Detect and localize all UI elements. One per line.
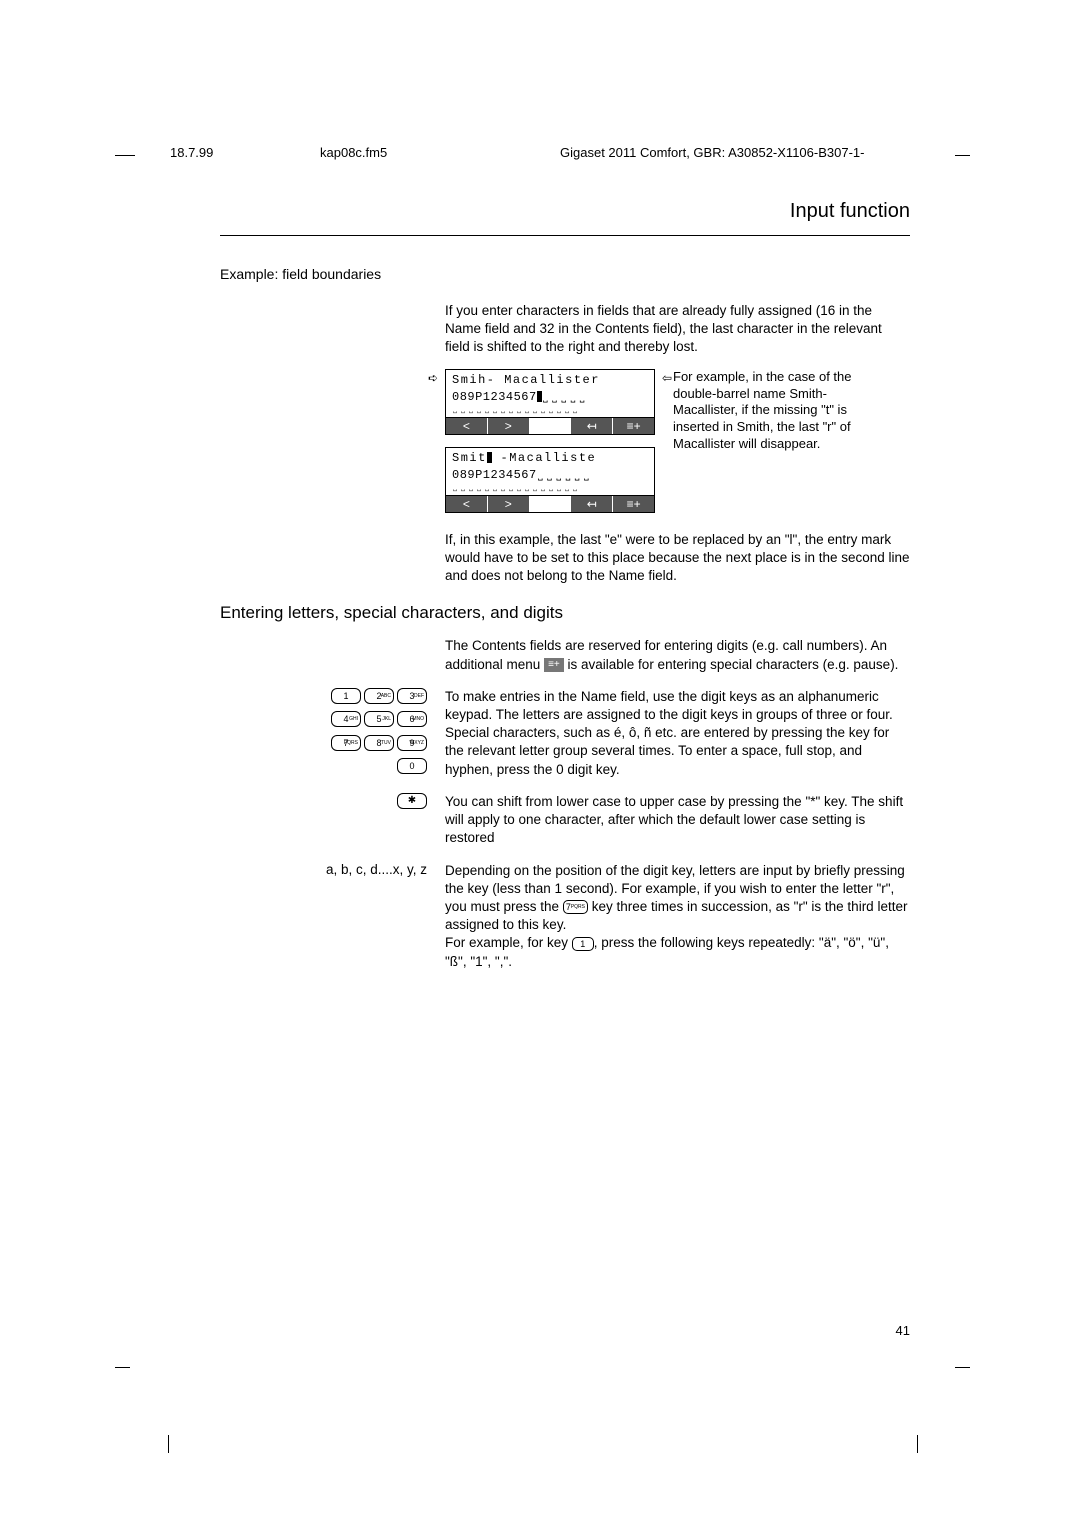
placeholder-dots: ˽˽˽˽˽ [542,390,588,404]
placeholder-row: ˽˽˽˽˽˽˽˽˽˽˽˽˽˽˽˽ [446,482,654,495]
key-7-inline: 7PQRS [563,900,588,914]
star-paragraph: You can shift from lower case to upper c… [445,793,910,848]
display-line2: 089P1234567 [452,390,537,404]
side-note: For example, in the case of the double-b… [673,369,873,453]
crop-mark [115,1367,130,1368]
post-display-paragraph: If, in this example, the last "e" were t… [445,531,910,586]
crop-mark [955,1367,970,1368]
softkey-menu: ≡+ [613,496,654,512]
key-4: 4GHI [331,711,361,727]
key-2: 2ABC [364,688,394,704]
crop-mark [917,1435,918,1453]
softkey-right: > [488,496,530,512]
intro-paragraph: If you enter characters in fields that a… [445,302,910,357]
keypad: 1 2ABC 3DEF 4GHI 5JKL 6MNO 7PQRS 8TUV 9W… [331,688,427,779]
repeat-paragraph: For example, for key 1, press the follow… [445,934,910,970]
key-6: 6MNO [397,711,427,727]
crop-mark [955,155,970,156]
softkey-back: ↤ [571,496,613,512]
display-line1-post: -Macalliste [492,451,596,465]
key-1-inline: 1 [572,937,594,951]
key-3: 3DEF [397,688,427,704]
example-heading: Example: field boundaries [220,266,910,282]
menu-icon: ≡+ [544,658,564,672]
page-title: Input function [220,200,910,223]
softkey-left: < [446,496,488,512]
abc-label: a, b, c, d....x, y, z [326,862,427,971]
key-1: 1 [331,688,361,704]
contents-paragraph: The Contents fields are reserved for ent… [445,637,910,673]
softkey-blank [530,496,572,512]
display-line1-pre: Smit [452,451,487,465]
key-5: 5JKL [364,711,394,727]
softkey-left: < [446,418,488,434]
key-0: 0 [397,758,427,774]
text-run: For example, for key [445,935,572,950]
crop-mark [115,155,135,156]
running-header: 18.7.99 kap08c.fm5 Gigaset 2011 Comfort,… [170,145,955,160]
key-7: 7PQRS [331,735,361,751]
header-date: 18.7.99 [170,145,320,160]
placeholder-row: ˽˽˽˽˽˽˽˽˽˽˽˽˽˽˽˽ [446,404,654,417]
page-number: 41 [896,1323,910,1338]
header-file: kap08c.fm5 [320,145,560,160]
crop-mark [168,1435,169,1453]
display-after: Smit -Macalliste 089P1234567˽˽˽˽˽˽ ˽˽˽˽˽… [445,447,655,513]
key-8: 8TUV [364,735,394,751]
arrow-left-icon: ⇦ [662,372,672,384]
text-run: is available for entering special charac… [564,657,899,672]
arrow-right-icon: ➪ [428,372,438,384]
key-star: ✱ [397,793,427,809]
horizontal-rule [220,235,910,236]
header-title: Gigaset 2011 Comfort, GBR: A30852-X1106-… [560,145,955,160]
softkey-back: ↤ [571,418,613,434]
softkey-right: > [488,418,530,434]
abc-paragraph: Depending on the position of the digit k… [445,862,910,935]
keypad-paragraph: To make entries in the Name field, use t… [445,688,910,779]
display-line2: 089P1234567 [452,468,537,482]
section-heading: Entering letters, special characters, an… [220,603,910,623]
softkey-menu: ≡+ [613,418,654,434]
key-9: 9WXYZ [397,735,427,751]
display-line1: Smih- Macallister [452,373,600,387]
placeholder-dots: ˽˽˽˽˽˽ [537,468,592,482]
softkey-blank [530,418,572,434]
display-before: ➪ ⇦ Smih- Macallister 089P1234567˽˽˽˽˽ ˽… [445,369,655,435]
